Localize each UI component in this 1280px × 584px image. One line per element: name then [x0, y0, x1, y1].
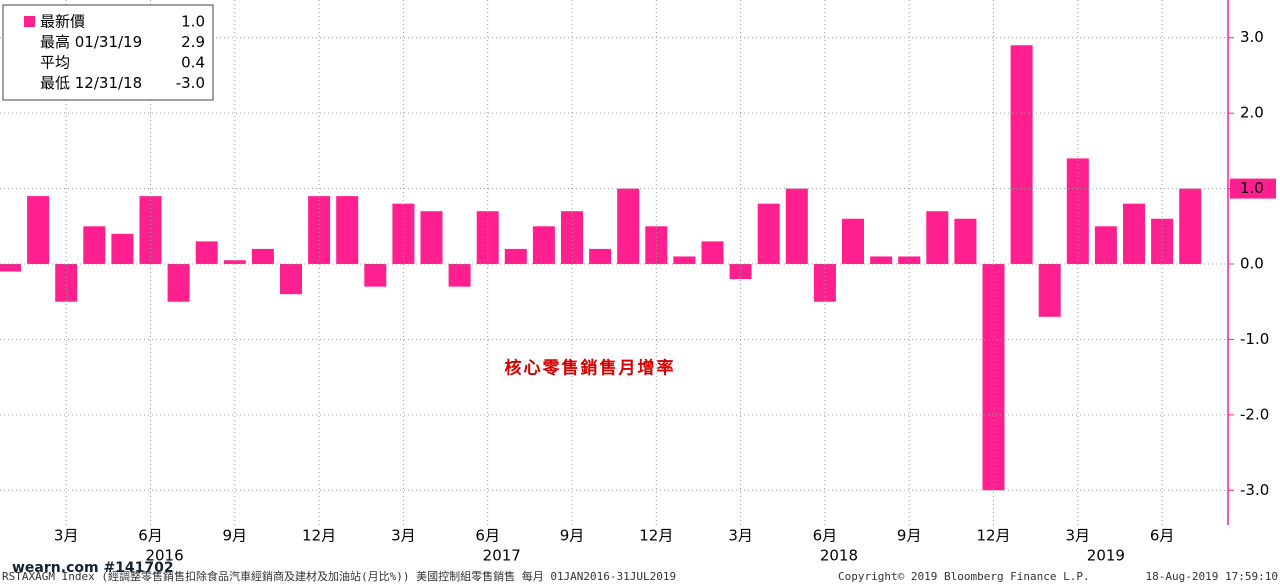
bar: [561, 211, 583, 265]
y-tick-label: -2.0: [1240, 405, 1269, 423]
bar: [926, 211, 949, 265]
x-tick-label: 6月: [1150, 527, 1175, 545]
x-tick-label: 6月: [138, 527, 163, 545]
bar: [1094, 226, 1117, 265]
bar: [504, 248, 527, 265]
footer-timestamp: 18-Aug-2019 17:59:10: [1146, 570, 1278, 583]
bar: [476, 211, 499, 265]
legend-name: 最新價: [40, 13, 85, 31]
legend-value: 1.0: [181, 13, 205, 31]
x-tick-label: 12月: [976, 527, 1010, 545]
last-value-box: [1230, 178, 1276, 199]
watermark: wearn.com #141702: [12, 560, 174, 576]
footer-copyright: Copyright© 2019 Bloomberg Finance L.P.: [838, 570, 1090, 583]
bar: [617, 188, 640, 265]
bar: [111, 233, 134, 265]
bar: [167, 264, 190, 302]
x-tick-label: 3月: [54, 527, 79, 545]
x-tick-label: 6月: [475, 527, 500, 545]
x-year-label: 2019: [1087, 547, 1125, 565]
bar: [1010, 45, 1033, 265]
x-tick-label: 3月: [391, 527, 416, 545]
x-tick-label: 12月: [302, 527, 336, 545]
legend-value: 0.4: [181, 54, 205, 72]
bar: [1038, 264, 1061, 317]
bar: [701, 241, 724, 265]
y-tick-label: 3.0: [1240, 28, 1264, 46]
legend-value: -3.0: [176, 74, 205, 92]
y-tick-label: 0.0: [1240, 255, 1264, 273]
bar: [392, 203, 415, 265]
bar: [870, 256, 893, 265]
x-year-label: 2017: [483, 547, 521, 565]
bar: [223, 260, 246, 265]
bar: [645, 226, 668, 265]
legend-name: 最低 12/31/18: [40, 74, 142, 92]
bar: [785, 188, 808, 265]
bar: [195, 241, 218, 265]
bar: [982, 264, 1005, 491]
bar: [673, 256, 696, 265]
bar: [27, 196, 50, 265]
legend-box: [2, 4, 214, 101]
legend-swatch: [24, 16, 35, 27]
bar: [589, 248, 612, 265]
bar: [420, 211, 443, 265]
y-tick-label: 2.0: [1240, 104, 1264, 122]
bar: [842, 218, 864, 265]
bar: [364, 264, 387, 287]
x-tick-label: 12月: [639, 527, 673, 545]
legend-name: 最高 01/31/19: [40, 33, 142, 51]
bar: [1123, 203, 1145, 265]
bar: [55, 264, 78, 302]
footer-source: RSTAXAGM Index (經調整零售銷售扣除食品汽車經銷商及建材及加油站(…: [2, 569, 676, 583]
bar: [448, 264, 471, 287]
bar: [280, 264, 302, 295]
x-tick-label: 6月: [813, 527, 838, 545]
bar: [308, 196, 331, 265]
x-year-label: 2018: [820, 547, 858, 565]
bar: [1066, 158, 1089, 265]
annotation: 核心零售銷售月增率: [505, 358, 676, 379]
bar: [813, 264, 836, 302]
x-tick-label: 3月: [728, 527, 753, 545]
x-tick-label: 9月: [897, 527, 922, 545]
bar: [729, 264, 752, 280]
x-tick-label: 3月: [1066, 527, 1091, 545]
y-tick-label: -1.0: [1240, 330, 1269, 348]
bar: [336, 196, 359, 265]
y-tick-label: 1.0: [1240, 179, 1264, 197]
bar: [532, 226, 555, 265]
bar: [954, 218, 977, 265]
bar: [1179, 188, 1202, 265]
legend-value: 2.9: [181, 33, 205, 51]
x-year-label: 2016: [145, 547, 183, 565]
x-tick-label: 9月: [560, 527, 585, 545]
legend: 最新價 1.0 最高 01/31/19 2.9 平均 0.4 最低 12/31/18 -3.0: [2, 4, 214, 101]
bar: [757, 203, 780, 265]
legend-name: 平均: [40, 54, 70, 72]
bar: [251, 248, 274, 265]
bar: [83, 226, 106, 265]
y-tick-label: -3.0: [1240, 481, 1269, 499]
x-tick-label: 9月: [223, 527, 248, 545]
bar: [0, 264, 21, 272]
bar: [139, 196, 162, 265]
bar: [1151, 218, 1174, 265]
